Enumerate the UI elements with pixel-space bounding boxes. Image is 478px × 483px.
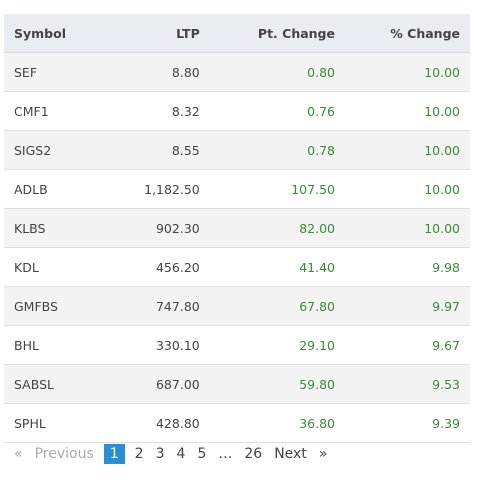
table-cell: CMF1 xyxy=(4,91,105,131)
table-cell: 9.67 xyxy=(344,325,470,365)
page-link[interactable]: … xyxy=(218,446,233,462)
market-table: Symbol LTP Pt. Change% Change SEF 8.80 0.80 1… xyxy=(4,14,470,443)
table-cell: 456.20 xyxy=(104,247,210,287)
header-row: Symbol LTP Pt. Change% Change xyxy=(4,14,470,53)
pagination: « Previous 1 2 3 4 5 … 26 Next » xyxy=(8,443,333,465)
table-cell: 0.78 xyxy=(209,130,345,170)
table-cell: 0.76 xyxy=(209,91,345,131)
table-row: SPHL 428.80 36.80 9.39 xyxy=(4,403,470,443)
page-link[interactable]: » xyxy=(318,446,328,462)
table-row: KDL 456.20 41.40 9.98 xyxy=(4,247,470,287)
table-row: SABSL 687.00 59.80 9.53 xyxy=(4,364,470,404)
page-link[interactable]: 3 xyxy=(155,446,165,462)
table-cell: SEF xyxy=(4,52,105,92)
table-cell: 36.80 xyxy=(209,403,345,443)
table-cell: 8.55 xyxy=(104,130,210,170)
table-cell: 10.00 xyxy=(344,91,470,131)
table-cell: 9.98 xyxy=(344,247,470,287)
table-cell: 0.80 xyxy=(209,52,345,92)
table-cell: 107.50 xyxy=(209,169,345,209)
page-link[interactable]: 4 xyxy=(176,446,186,462)
table-cell: 9.39 xyxy=(344,403,470,443)
table-cell: 428.80 xyxy=(104,403,210,443)
table-cell: 9.97 xyxy=(344,286,470,326)
column-header[interactable]: % Change xyxy=(344,14,470,53)
table-cell: 8.32 xyxy=(104,91,210,131)
table-wrap: Symbol LTP Pt. Change% Change SEF 8.80 0.80 1… xyxy=(4,14,470,443)
page-link[interactable]: 5 xyxy=(197,446,207,462)
page-link: « xyxy=(14,446,23,462)
table-row: SEF 8.80 0.80 10.00 xyxy=(4,52,470,92)
table-cell: 29.10 xyxy=(209,325,345,365)
table-cell: 687.00 xyxy=(104,364,210,404)
table-cell: BHL xyxy=(4,325,105,365)
table-cell: 10.00 xyxy=(344,130,470,170)
page-link[interactable]: 26 xyxy=(244,446,263,462)
table-cell: 1,182.50 xyxy=(104,169,210,209)
page-link[interactable]: 1 xyxy=(103,444,125,464)
table-row: SIGS2 8.55 0.78 10.00 xyxy=(4,130,470,170)
table-row: ADLB 1,182.50 107.50 10.00 xyxy=(4,169,470,209)
table-cell: 41.40 xyxy=(209,247,345,287)
table-row: GMFBS 747.80 67.80 9.97 xyxy=(4,286,470,326)
page-link[interactable]: Next xyxy=(274,446,307,462)
table-cell: 82.00 xyxy=(209,208,345,248)
table-cell: 9.53 xyxy=(344,364,470,404)
table-cell: 330.10 xyxy=(104,325,210,365)
table-cell: 59.80 xyxy=(209,364,345,404)
table-row: KLBS 902.30 82.00 10.00 xyxy=(4,208,470,248)
table-cell: KDL xyxy=(4,247,105,287)
table-cell: 747.80 xyxy=(104,286,210,326)
table-cell: GMFBS xyxy=(4,286,105,326)
table-cell: 10.00 xyxy=(344,52,470,92)
table-cell: SABSL xyxy=(4,364,105,404)
column-header[interactable]: LTP xyxy=(104,14,210,53)
table-body: SEF 8.80 0.80 10.00 CMF1 8.32 0.76 10.00 SIGS2 8.… xyxy=(4,52,470,443)
page-link: Previous xyxy=(34,446,94,462)
column-header[interactable]: Pt. Change xyxy=(209,14,345,53)
table-row: CMF1 8.32 0.76 10.00 xyxy=(4,91,470,131)
table-cell: KLBS xyxy=(4,208,105,248)
table-cell: SIGS2 xyxy=(4,130,105,170)
table-cell: SPHL xyxy=(4,403,105,443)
table-cell: 902.30 xyxy=(104,208,210,248)
column-header[interactable]: Symbol xyxy=(4,14,105,53)
table-cell: 10.00 xyxy=(344,169,470,209)
page-link[interactable]: 2 xyxy=(134,446,144,462)
table-cell: 67.80 xyxy=(209,286,345,326)
table-cell: 8.80 xyxy=(104,52,210,92)
table-cell: ADLB xyxy=(4,169,105,209)
table-cell: 10.00 xyxy=(344,208,470,248)
table-row: BHL 330.10 29.10 9.67 xyxy=(4,325,470,365)
